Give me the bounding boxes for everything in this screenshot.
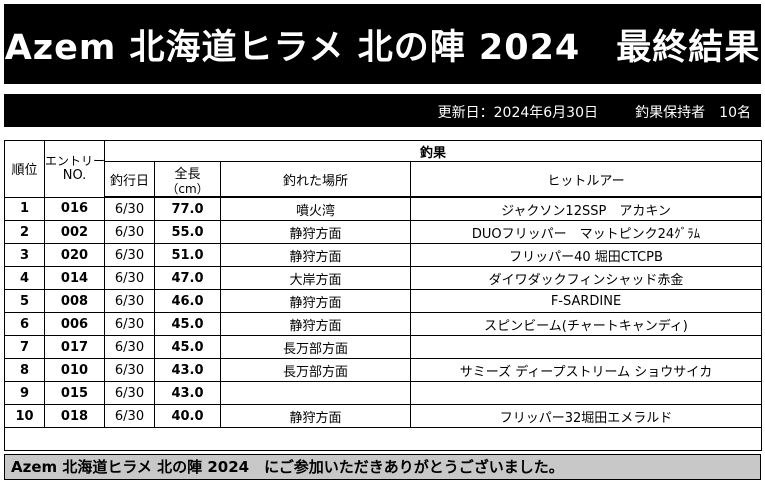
date-cell: 6/30 — [104, 312, 155, 336]
header-lure: ヒットルアー — [409, 161, 763, 198]
updated-date: 更新日：2024年6月30日 — [437, 105, 598, 121]
place-cell: 静狩方面 — [220, 243, 411, 267]
length-cell: 47.0 — [154, 266, 221, 290]
info-bar: 更新日：2024年6月30日 釣果保持者 10名 — [4, 94, 761, 127]
date-cell: 6/30 — [104, 335, 155, 359]
footer-message: Azem 北海道ヒラメ 北の陣 2024 にご参加いただきありがとうございました… — [4, 454, 761, 480]
date-cell: 6/30 — [104, 243, 155, 267]
rank-cell: 6 — [4, 312, 45, 336]
rank-cell: 5 — [4, 289, 45, 313]
header-length-line2: （cm） — [166, 181, 209, 196]
holder-count: 釣果保持者 10名 — [635, 105, 751, 121]
date-cell: 6/30 — [104, 196, 155, 221]
header-length: 全長 （cm） — [154, 161, 221, 198]
place-cell: 静狩方面 — [220, 289, 411, 313]
length-cell: 51.0 — [154, 243, 221, 267]
rank-cell: 7 — [4, 335, 45, 359]
entry-cell: 017 — [44, 335, 105, 359]
header-date: 釣行日 — [104, 161, 155, 198]
results-table: 順位 エントリー NO. 釣果 釣行日 全長 （cm） 釣れた場所 ヒットルアー… — [3, 140, 763, 451]
date-cell: 6/30 — [104, 220, 155, 244]
date-cell: 6/30 — [104, 289, 155, 313]
rank-cell: 10 — [4, 404, 45, 428]
rank-cell: 1 — [4, 196, 45, 221]
date-cell: 6/30 — [104, 358, 155, 382]
entry-cell: 015 — [44, 381, 105, 405]
date-cell: 6/30 — [104, 381, 155, 405]
table-row: 1 016 6/30 77.0 噴火湾 ジャクソン12SSP アカキン — [4, 196, 763, 221]
rank-cell: 3 — [4, 243, 45, 267]
length-cell: 43.0 — [154, 381, 221, 405]
date-cell: 6/30 — [104, 404, 155, 428]
blank-row — [3, 427, 763, 451]
lure-cell: サミーズ ディープストリーム ショウサイカ — [409, 358, 763, 382]
header-entry-line2: NO. — [62, 168, 87, 184]
rank-cell: 8 — [4, 358, 45, 382]
entry-cell: 016 — [44, 196, 105, 221]
entry-cell: 014 — [44, 266, 105, 290]
entry-cell: 010 — [44, 358, 105, 382]
place-cell: 静狩方面 — [220, 220, 411, 244]
length-cell: 45.0 — [154, 335, 221, 359]
place-cell: 噴火湾 — [220, 196, 411, 221]
lure-cell: DUOフリッパー マットピンク24ｸﾞﾗﾑ — [409, 220, 763, 244]
table-row: 7 017 6/30 45.0 長万部方面 — [4, 335, 763, 359]
length-cell: 55.0 — [154, 220, 221, 244]
length-cell: 40.0 — [154, 404, 221, 428]
date-cell: 6/30 — [104, 266, 155, 290]
lure-cell: フリッパー32堀田エメラルド — [409, 404, 763, 428]
length-cell: 77.0 — [154, 196, 221, 221]
lure-cell: ダイワダックフィンシャッド赤金 — [409, 266, 763, 290]
lure-cell: フリッパー40 堀田CTCPB — [409, 243, 763, 267]
place-cell: 静狩方面 — [220, 404, 411, 428]
place-cell: 長万部方面 — [220, 335, 411, 359]
lure-cell — [409, 381, 763, 405]
length-cell: 43.0 — [154, 358, 221, 382]
place-cell: 静狩方面 — [220, 312, 411, 336]
table-row: 6 006 6/30 45.0 静狩方面 スピンビーム(チャートキャンディ) — [4, 312, 763, 336]
table-row: 2 002 6/30 55.0 静狩方面 DUOフリッパー マットピンク24ｸﾞﾗﾑ — [4, 220, 763, 244]
table-row: 5 008 6/30 46.0 静狩方面 F-SARDINE — [4, 289, 763, 313]
lure-cell: ジャクソン12SSP アカキン — [409, 196, 763, 221]
entry-cell: 002 — [44, 220, 105, 244]
entry-cell: 020 — [44, 243, 105, 267]
header-rank: 順位 — [4, 140, 45, 198]
length-cell: 46.0 — [154, 289, 221, 313]
place-cell: 大岸方面 — [220, 266, 411, 290]
header-entry: エントリー NO. — [44, 140, 105, 198]
table-row: 3 020 6/30 51.0 静狩方面 フリッパー40 堀田CTCPB — [4, 243, 763, 267]
table-row: 4 014 6/30 47.0 大岸方面 ダイワダックフィンシャッド赤金 — [4, 266, 763, 290]
place-cell — [220, 381, 411, 405]
length-cell: 45.0 — [154, 312, 221, 336]
blank-cell — [3, 427, 763, 451]
entry-cell: 018 — [44, 404, 105, 428]
entry-cell: 008 — [44, 289, 105, 313]
header-catch: 釣果 — [103, 140, 763, 162]
table-row: 10 018 6/30 40.0 静狩方面 フリッパー32堀田エメラルド — [4, 404, 763, 428]
entry-cell: 006 — [44, 312, 105, 336]
header-length-line1: 全長 — [174, 166, 201, 182]
lure-cell: スピンビーム(チャートキャンディ) — [409, 312, 763, 336]
header-place: 釣れた場所 — [220, 161, 411, 198]
rank-cell: 4 — [4, 266, 45, 290]
page-title: Azem 北海道ヒラメ 北の陣 2024 最終結果 — [4, 4, 761, 84]
header-entry-line1: エントリー — [45, 154, 105, 169]
lure-cell — [409, 335, 763, 359]
rank-cell: 9 — [4, 381, 45, 405]
place-cell: 長万部方面 — [220, 358, 411, 382]
rank-cell: 2 — [4, 220, 45, 244]
lure-cell: F-SARDINE — [409, 289, 763, 313]
table-row: 9 015 6/30 43.0 — [4, 381, 763, 405]
table-row: 8 010 6/30 43.0 長万部方面 サミーズ ディープストリーム ショウサイカ — [4, 358, 763, 382]
